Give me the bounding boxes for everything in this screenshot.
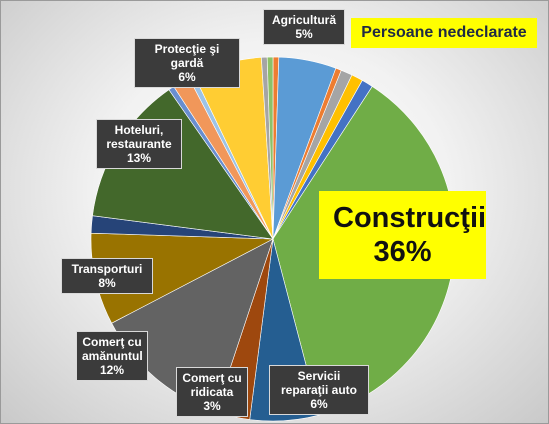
value-label: 5% — [295, 27, 313, 41]
category-label: Comerţ cu ridicata — [182, 371, 242, 399]
value-label: 8% — [98, 276, 116, 290]
category-label: Hoteluri, restaurante — [106, 123, 172, 151]
category-label: Protecţie şi gardă — [154, 42, 220, 70]
data-label: Agricultură 5% — [263, 9, 345, 45]
pie-slice — [266, 56, 274, 240]
data-label: Servicii reparaţii auto 6% — [269, 365, 369, 415]
value-label: 36% — [373, 236, 432, 268]
category-label: Comerţ cu amănuntul — [82, 335, 143, 363]
category-label: Servicii reparaţii auto — [280, 369, 358, 397]
data-label: Protecţie şi gardă 6% — [134, 38, 240, 88]
category-label: Construcţii — [333, 202, 487, 234]
category-label: Agricultură — [271, 13, 336, 27]
value-label: 13% — [126, 151, 152, 165]
value-label: 6% — [178, 70, 196, 84]
data-label: Construcţii 36% — [319, 191, 486, 279]
data-label: Comerţ cu ridicata 3% — [176, 367, 248, 417]
data-label: Transporturi 8% — [61, 258, 153, 294]
data-label: Hoteluri, restaurante 13% — [96, 119, 182, 169]
value-label: 6% — [310, 397, 328, 411]
chart-title: Persoane nedeclarate — [351, 18, 537, 48]
value-label: 3% — [203, 399, 221, 413]
data-label: Comerţ cu amănuntul 12% — [76, 331, 148, 381]
category-label: Transporturi — [71, 262, 143, 276]
value-label: 12% — [99, 363, 125, 377]
